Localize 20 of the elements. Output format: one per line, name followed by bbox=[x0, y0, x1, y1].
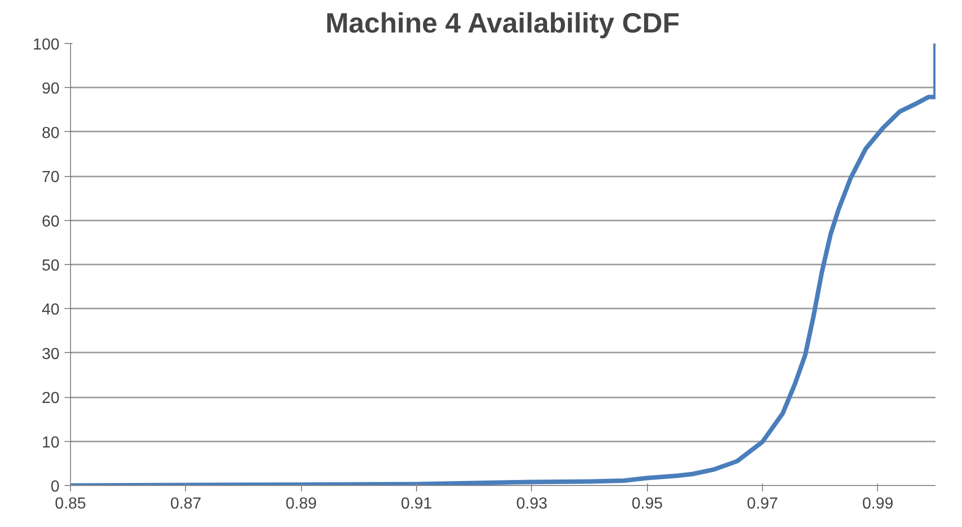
x-tick-label: 0.95 bbox=[632, 496, 663, 512]
x-tick-label: 0.99 bbox=[862, 496, 894, 512]
y-tick-label: 70 bbox=[42, 169, 60, 186]
y-tick-label: 80 bbox=[42, 124, 60, 142]
y-tick-label: 50 bbox=[42, 258, 60, 274]
y-tick-label: 20 bbox=[42, 390, 60, 408]
x-tick-label: 0.97 bbox=[746, 496, 778, 512]
y-tick-label: 90 bbox=[42, 80, 60, 98]
y-tick-label: 100 bbox=[32, 36, 60, 54]
x-tick-label: 0.89 bbox=[286, 496, 317, 512]
y-tick-label: 40 bbox=[42, 302, 60, 319]
x-tick-label: 0.87 bbox=[170, 496, 202, 512]
y-tick-label: 60 bbox=[42, 213, 60, 230]
y-tick-label: 0 bbox=[50, 478, 60, 496]
y-tick-label: 30 bbox=[42, 346, 60, 363]
x-tick-label: 0.91 bbox=[400, 496, 432, 512]
y-tick-label: 10 bbox=[42, 434, 60, 452]
x-tick-label: 0.85 bbox=[54, 496, 86, 512]
x-tick-label: 0.93 bbox=[516, 496, 548, 512]
chart-title: Machine 4 Availability CDF bbox=[325, 8, 680, 38]
